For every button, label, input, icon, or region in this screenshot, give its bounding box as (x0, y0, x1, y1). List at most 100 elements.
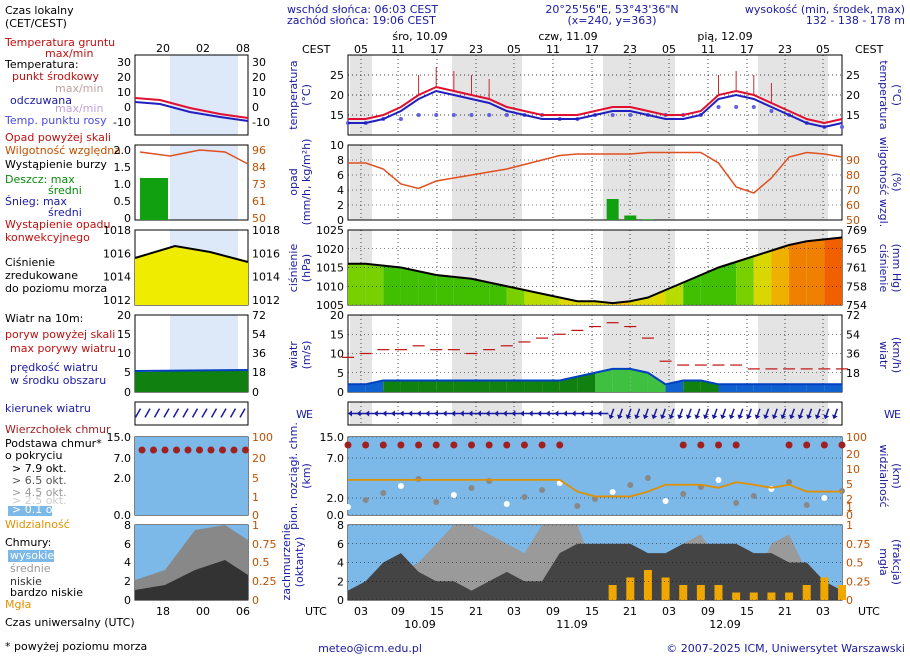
pressure-ytick: 1020 (316, 243, 344, 256)
legend-entry: kierunek wiatru (5, 402, 91, 415)
dew-point-dot (628, 113, 633, 117)
legend-pressure-tick: 1018 (103, 224, 131, 237)
fog-bar (785, 592, 794, 600)
pressure-area (453, 276, 472, 305)
fog-ytick: 0 (846, 594, 853, 607)
wind-ytick: 5 (337, 367, 344, 380)
wind-speed-area (736, 384, 754, 392)
legend-entry: Chmury: (5, 536, 51, 549)
cloud-base-dot (539, 487, 546, 493)
legend-humidity-tick: 61 (252, 195, 266, 208)
legend-precip-tick: 2.0 (114, 144, 132, 157)
wind-direction-arrow (780, 408, 787, 420)
legend-entry: > 2.5 okt. (12, 494, 67, 507)
humidity-axis-unit: (%) (890, 172, 903, 191)
legend-entry: > 4.5 okt. (12, 486, 67, 499)
dew-point-dot (716, 105, 721, 109)
cloud-top-dot (732, 441, 740, 449)
legend-vis-tick: 0 (252, 509, 259, 522)
night-band (350, 145, 372, 220)
utc-tick: 03 (662, 605, 676, 618)
pressure-area (400, 267, 419, 305)
wind-direction-arrow (789, 408, 796, 420)
temp-ytick-right: 20 (846, 89, 860, 102)
cloud-top-dot (520, 441, 528, 449)
night-band (603, 402, 675, 425)
fog-bar (696, 585, 705, 600)
wind-direction-arrow (711, 408, 718, 420)
wind-speed-area (542, 380, 560, 392)
cloud-base-dot (821, 495, 828, 501)
legend-cloud-top-dot (230, 446, 238, 454)
fog-bar (661, 577, 670, 600)
cloud-base-dot (733, 500, 740, 506)
cover-axis-label: zachmurzenie (280, 523, 293, 600)
wind-direction-arrow (608, 408, 615, 420)
legend-okt5-swatch (8, 506, 52, 516)
day-label-top: śro, 10.09 (392, 30, 447, 43)
legend-wind-kmh-tick: 36 (252, 347, 266, 360)
legend-cover-tick: 6 (124, 538, 131, 551)
legend-panel-frame (134, 401, 249, 426)
legend-cloud-tick: 7.0 (114, 452, 132, 465)
wind-direction-arrow (823, 408, 830, 420)
cover-ytick: 6 (337, 538, 344, 551)
legend-cloud-tick: 0.0 (114, 509, 132, 522)
cloud-base-dot (521, 494, 528, 500)
day-label-top: czw, 11.09 (538, 30, 597, 43)
pressure-area (736, 256, 754, 305)
pressure-area (700, 267, 719, 305)
legend-cover-tick: 2 (124, 575, 131, 588)
legend-wind-arrow (229, 408, 237, 418)
day-label-bottom: 11.09 (556, 618, 588, 631)
legend-entry: > 6.5 okt. (12, 474, 67, 487)
wind-kmh-tick: 36 (846, 348, 860, 361)
visibility-ytick: 1 (846, 501, 853, 514)
cloud-top-dot (715, 441, 722, 449)
legend-entry: > 0.1 okt. (12, 503, 67, 516)
utc-tick: 03 (507, 605, 521, 618)
wind-speed-area (647, 372, 666, 392)
footer-copyright: © 2007-2025 ICM, Uniwersytet Warszawski (666, 642, 905, 655)
wind-direction-arrow (746, 408, 753, 420)
dew-point-dot (451, 113, 456, 117)
humidity-ytick: 50 (846, 214, 860, 227)
wind-direction-arrow (651, 408, 658, 420)
legend-top-tick: 08 (236, 42, 250, 55)
wind-direction-arrow (642, 408, 649, 420)
fog-ytick: 0.25 (846, 575, 871, 588)
legend-precip-tick: 1.5 (114, 161, 132, 174)
legend-entry: średni (48, 184, 82, 197)
legend-fog-tick: 0.25 (252, 575, 277, 588)
wind-ytick: 15 (330, 328, 344, 341)
night-band (603, 55, 675, 135)
fog-bar (749, 592, 758, 600)
legend-panel-frame (134, 144, 249, 221)
dew-point-dot (416, 113, 421, 117)
pressure-ytick: 1015 (316, 262, 344, 275)
legend-entry: Wiatr na 10m: (5, 312, 83, 325)
pressure-area (436, 275, 454, 305)
wind-direction-arrow (763, 408, 770, 420)
utc-label-right: UTC (858, 605, 880, 618)
day-label-top: pią, 12.09 (697, 30, 752, 43)
cloud-top-dot (362, 441, 370, 449)
cloud-base-dot (450, 492, 457, 498)
temp-ytick: 15 (330, 109, 344, 122)
legend-entry: Temperatura: (4, 58, 79, 71)
temp-axis-label-right: temperatura (877, 60, 890, 129)
wind-direction-arrow (634, 408, 641, 420)
visibility-ytick: 5 (846, 478, 853, 491)
dew-point-dot (751, 105, 756, 109)
legend-cloud-top-dot (184, 446, 192, 454)
wind-speed-area (471, 380, 490, 392)
legend-humidity-line (139, 149, 249, 165)
pressure-area (348, 263, 366, 305)
cest-tick: 23 (778, 43, 792, 56)
night-band (452, 145, 522, 220)
fog-ytick: 0.75 (846, 538, 871, 551)
precip-ytick: 0 (337, 214, 344, 227)
wind-speed-area (595, 368, 613, 392)
utc-tick: 21 (778, 605, 792, 618)
dew-point-dot (504, 113, 509, 117)
